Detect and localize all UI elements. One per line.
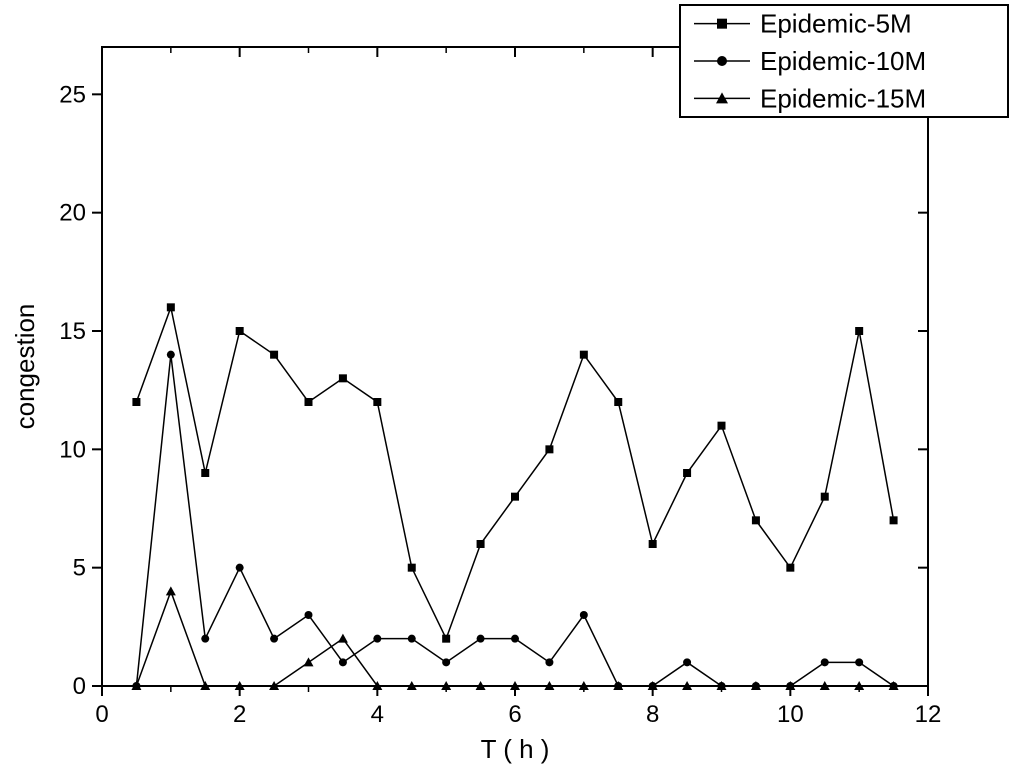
svg-text:0: 0 (73, 673, 86, 700)
svg-text:25: 25 (59, 81, 86, 108)
legend-label-0: Epidemic-5M (760, 9, 912, 39)
svg-text:2: 2 (233, 701, 246, 728)
svg-text:10: 10 (777, 701, 804, 728)
legend-label-1: Epidemic-10M (760, 46, 926, 76)
chart-svg: 0 2 4 6 8 10 12 0 5 10 15 20 25 T ( h ) congestion Epid… (0, 0, 1018, 774)
svg-text:20: 20 (59, 200, 86, 227)
legend: Epidemic-5M Epidemic-10M Epidemic-15M (680, 5, 1008, 117)
svg-text:4: 4 (371, 701, 384, 728)
svg-text:15: 15 (59, 318, 86, 345)
svg-text:5: 5 (73, 555, 86, 582)
legend-label-2: Epidemic-15M (760, 83, 926, 113)
svg-text:6: 6 (508, 701, 521, 728)
svg-text:0: 0 (95, 701, 108, 728)
svg-text:8: 8 (646, 701, 659, 728)
series-1 (132, 351, 897, 690)
svg-text:10: 10 (59, 436, 86, 463)
chart-container: 0 2 4 6 8 10 12 0 5 10 15 20 25 T ( h ) congestion Epid… (0, 0, 1018, 774)
x-axis-label: T ( h ) (481, 734, 550, 764)
svg-text:12: 12 (915, 701, 942, 728)
y-axis-label: congestion (10, 304, 40, 430)
series-0 (132, 303, 897, 642)
